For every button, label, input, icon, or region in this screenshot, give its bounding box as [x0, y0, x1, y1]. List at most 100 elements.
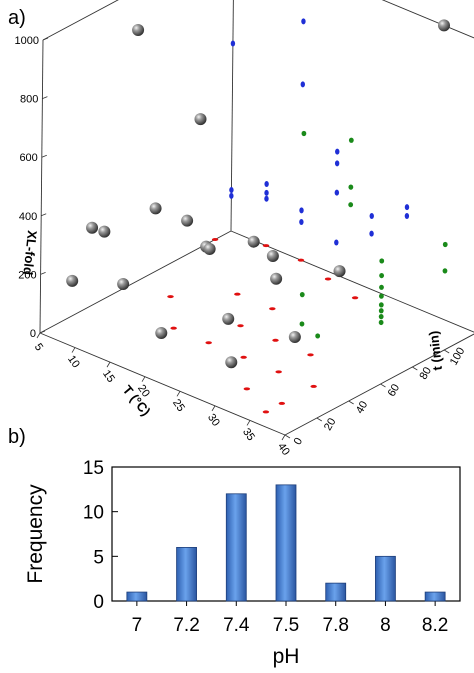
- projection-xz-point: [230, 40, 236, 47]
- bar: [375, 555, 396, 602]
- x-tick: [246, 420, 251, 426]
- x-tick-label: 40: [275, 441, 292, 458]
- projection-xy-point: [167, 295, 174, 299]
- data-sphere: [66, 274, 79, 287]
- y-tick: [412, 366, 418, 371]
- projection-xy-point: [237, 324, 244, 328]
- axes-box: [39, 0, 474, 436]
- y-axis-label: t (min): [426, 330, 445, 371]
- projection-xy-point: [262, 244, 270, 248]
- projection-xz-point: [404, 212, 410, 219]
- data-sphere: [247, 235, 260, 248]
- projection-yz-point: [442, 268, 448, 274]
- x-ticks: 7 7.2 7.4 7.5 7.8 8 8.2: [132, 601, 448, 636]
- projection-xz-point: [301, 18, 306, 25]
- x-tick-label: 8: [380, 615, 391, 636]
- data-sphere: [266, 249, 279, 262]
- projection-yz-point: [378, 302, 384, 308]
- z-tick-label: 0: [30, 328, 36, 340]
- bar: [325, 582, 347, 602]
- projection-xy-point: [275, 370, 282, 374]
- projection-xz-point: [334, 239, 339, 246]
- projection-yz: [299, 130, 448, 339]
- projection-yz-point: [379, 293, 384, 299]
- z-axis-label: XL-fold: [20, 230, 40, 276]
- x-tick-label: 5: [32, 341, 45, 353]
- x-tick: [106, 361, 111, 368]
- x-tick-label: 7.5: [273, 615, 299, 636]
- y-tick-label: 5: [93, 547, 104, 568]
- x-tick-label: 35: [240, 426, 257, 443]
- box-edge: [284, 333, 474, 436]
- bar: [176, 547, 197, 602]
- z-tick-label: 200: [18, 269, 36, 281]
- projection-yz-point: [299, 292, 305, 298]
- y-tick-label: 60: [386, 382, 403, 399]
- projection-yz-point: [378, 314, 384, 320]
- projection-xy-point: [278, 401, 286, 405]
- projection-xy-point: [272, 338, 279, 342]
- box-edge: [39, 332, 286, 436]
- box-edge: [39, 230, 232, 334]
- y-tick-label: 80: [417, 365, 434, 382]
- data-sphere: [270, 272, 283, 285]
- y-tick: [380, 383, 386, 388]
- data-spheres: [66, 19, 450, 369]
- projection-xz-point: [229, 186, 234, 193]
- data-sphere: [132, 24, 145, 37]
- data-sphere: [181, 214, 194, 227]
- data-sphere: [98, 225, 111, 238]
- x-tick-label: 10: [65, 353, 82, 370]
- y-tick: [443, 349, 450, 354]
- z-tick: [41, 213, 47, 217]
- panel-a-label: a): [8, 7, 26, 29]
- projection-xz-point: [299, 207, 304, 214]
- x-tick-label: 7.4: [223, 615, 250, 636]
- projection-xy-point: [211, 238, 219, 241]
- bars: [126, 484, 446, 602]
- y-tick-label: 0: [292, 436, 305, 447]
- x-tick: [36, 332, 41, 339]
- y-tick-label: 10: [83, 503, 104, 524]
- box-edge: [42, 0, 119, 41]
- projection-xy-point: [243, 387, 251, 391]
- y-ticks: 0 5 10 15: [83, 458, 118, 613]
- projection-yz-point: [442, 241, 448, 248]
- projection-xz-point: [264, 195, 269, 202]
- x-tick-label: 25: [170, 397, 187, 414]
- projection-xz: [229, 18, 410, 246]
- z-tick-label: 1000: [15, 35, 39, 47]
- projection-xy-point: [205, 341, 212, 345]
- x-tick-label: 8.2: [422, 615, 448, 636]
- y-tick: [316, 417, 323, 422]
- y-tick-label: 20: [322, 416, 339, 433]
- x-tick: [281, 434, 286, 441]
- panel-b-label: b): [8, 426, 26, 448]
- x-tick: [176, 391, 181, 397]
- y-tick-label: 0: [93, 592, 104, 613]
- projection-xz-point: [299, 219, 304, 226]
- data-sphere: [155, 327, 168, 340]
- projection-xy-point: [240, 355, 247, 359]
- x-tick: [71, 347, 76, 353]
- projection-yz-point: [379, 258, 385, 264]
- projection-xz-point: [369, 213, 374, 220]
- x-tick-label: 30: [205, 412, 222, 429]
- projection-xy: [167, 238, 359, 414]
- z-tick-label: 400: [19, 211, 37, 223]
- y-tick: [348, 400, 354, 405]
- z-tick: [41, 154, 47, 158]
- projection-yz-point: [378, 308, 384, 314]
- projection-yz-point: [348, 137, 354, 143]
- box-edge: [230, 0, 234, 232]
- data-sphere: [225, 356, 238, 369]
- y-axis-label: Frequency: [24, 484, 47, 584]
- data-sphere: [222, 312, 235, 325]
- projection-xz-point: [264, 189, 269, 196]
- bar: [424, 591, 446, 602]
- projection-xy-point: [324, 277, 332, 281]
- data-sphere: [203, 242, 216, 255]
